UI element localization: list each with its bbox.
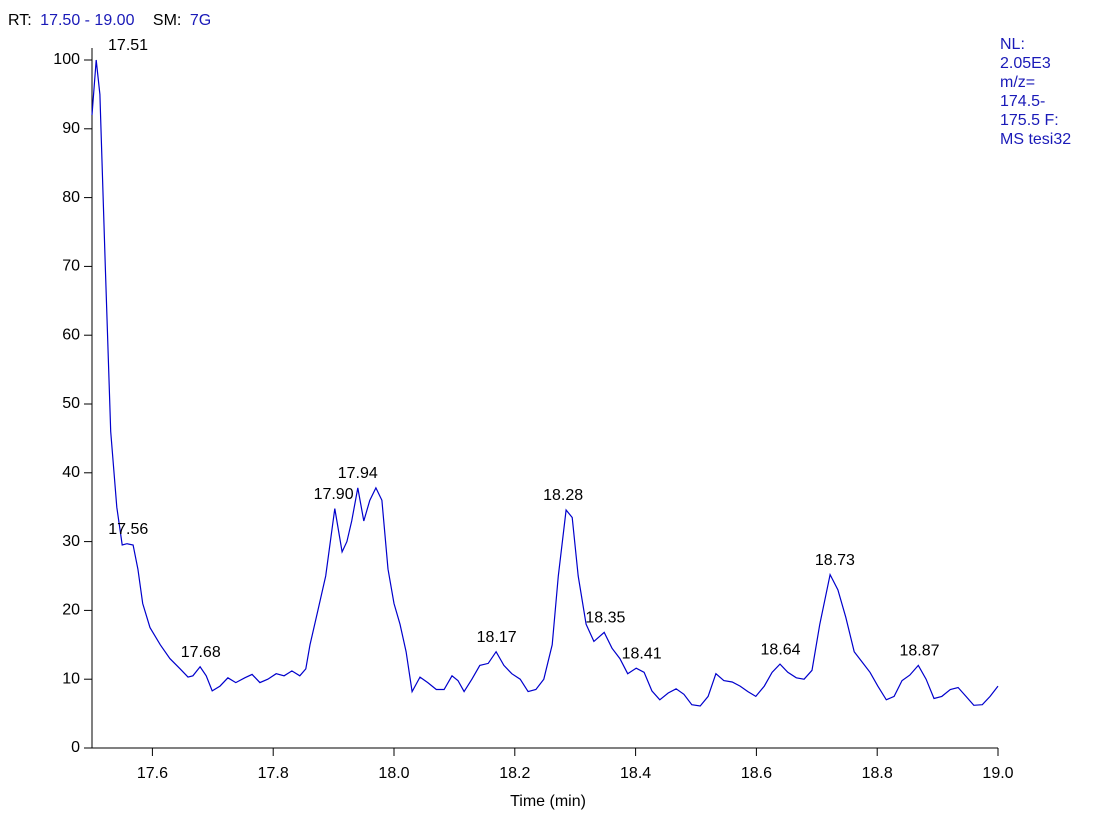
x-tick-label: 17.8	[258, 765, 289, 782]
x-tick-label: 18.0	[378, 765, 409, 782]
rt-label: RT:	[8, 12, 32, 29]
x-tick-label: 19.0	[982, 765, 1013, 782]
peak-label: 17.51	[108, 37, 148, 54]
peak-label: 18.73	[815, 552, 855, 569]
peak-label: 17.68	[181, 644, 221, 661]
rt-range: 17.50 - 19.00	[40, 12, 134, 29]
y-tick-label: 90	[62, 120, 80, 137]
sm-value: 7G	[190, 12, 211, 29]
peak-label: 18.64	[761, 641, 801, 658]
info-line: m/z=	[1000, 74, 1035, 91]
info-line: 174.5-	[1000, 93, 1045, 110]
info-line: 175.5 F:	[1000, 112, 1059, 129]
y-tick-label: 100	[53, 51, 80, 68]
y-tick-label: 20	[62, 602, 80, 619]
sm-label: SM:	[153, 12, 181, 29]
y-tick-label: 80	[62, 189, 80, 206]
x-tick-label: 18.4	[620, 765, 651, 782]
x-tick-label: 17.6	[137, 765, 168, 782]
info-line: 2.05E3	[1000, 55, 1051, 72]
peak-label: 18.35	[585, 610, 625, 627]
y-tick-label: 70	[62, 258, 80, 275]
peak-label: 18.28	[543, 487, 583, 504]
header: RT: 17.50 - 19.00 SM: 7G	[8, 12, 211, 29]
info-line: NL:	[1000, 36, 1025, 53]
info-line: MS tesi32	[1000, 131, 1071, 148]
peak-label: 18.41	[622, 645, 662, 662]
y-tick-label: 50	[62, 395, 80, 412]
peak-label: 17.94	[338, 465, 378, 482]
peak-label: 18.87	[899, 643, 939, 660]
y-tick-label: 0	[71, 739, 80, 756]
y-tick-label: 60	[62, 326, 80, 343]
y-tick-label: 30	[62, 533, 80, 550]
x-tick-label: 18.2	[499, 765, 530, 782]
y-tick-label: 10	[62, 670, 80, 687]
y-tick-label: 40	[62, 464, 80, 481]
x-tick-label: 18.6	[741, 765, 772, 782]
x-axis-title: Time (min)	[510, 793, 586, 810]
peak-label: 18.17	[477, 629, 517, 646]
x-tick-label: 18.8	[862, 765, 893, 782]
trace	[91, 59, 999, 707]
peak-label: 17.56	[108, 521, 148, 538]
peak-label: 17.90	[314, 486, 354, 503]
